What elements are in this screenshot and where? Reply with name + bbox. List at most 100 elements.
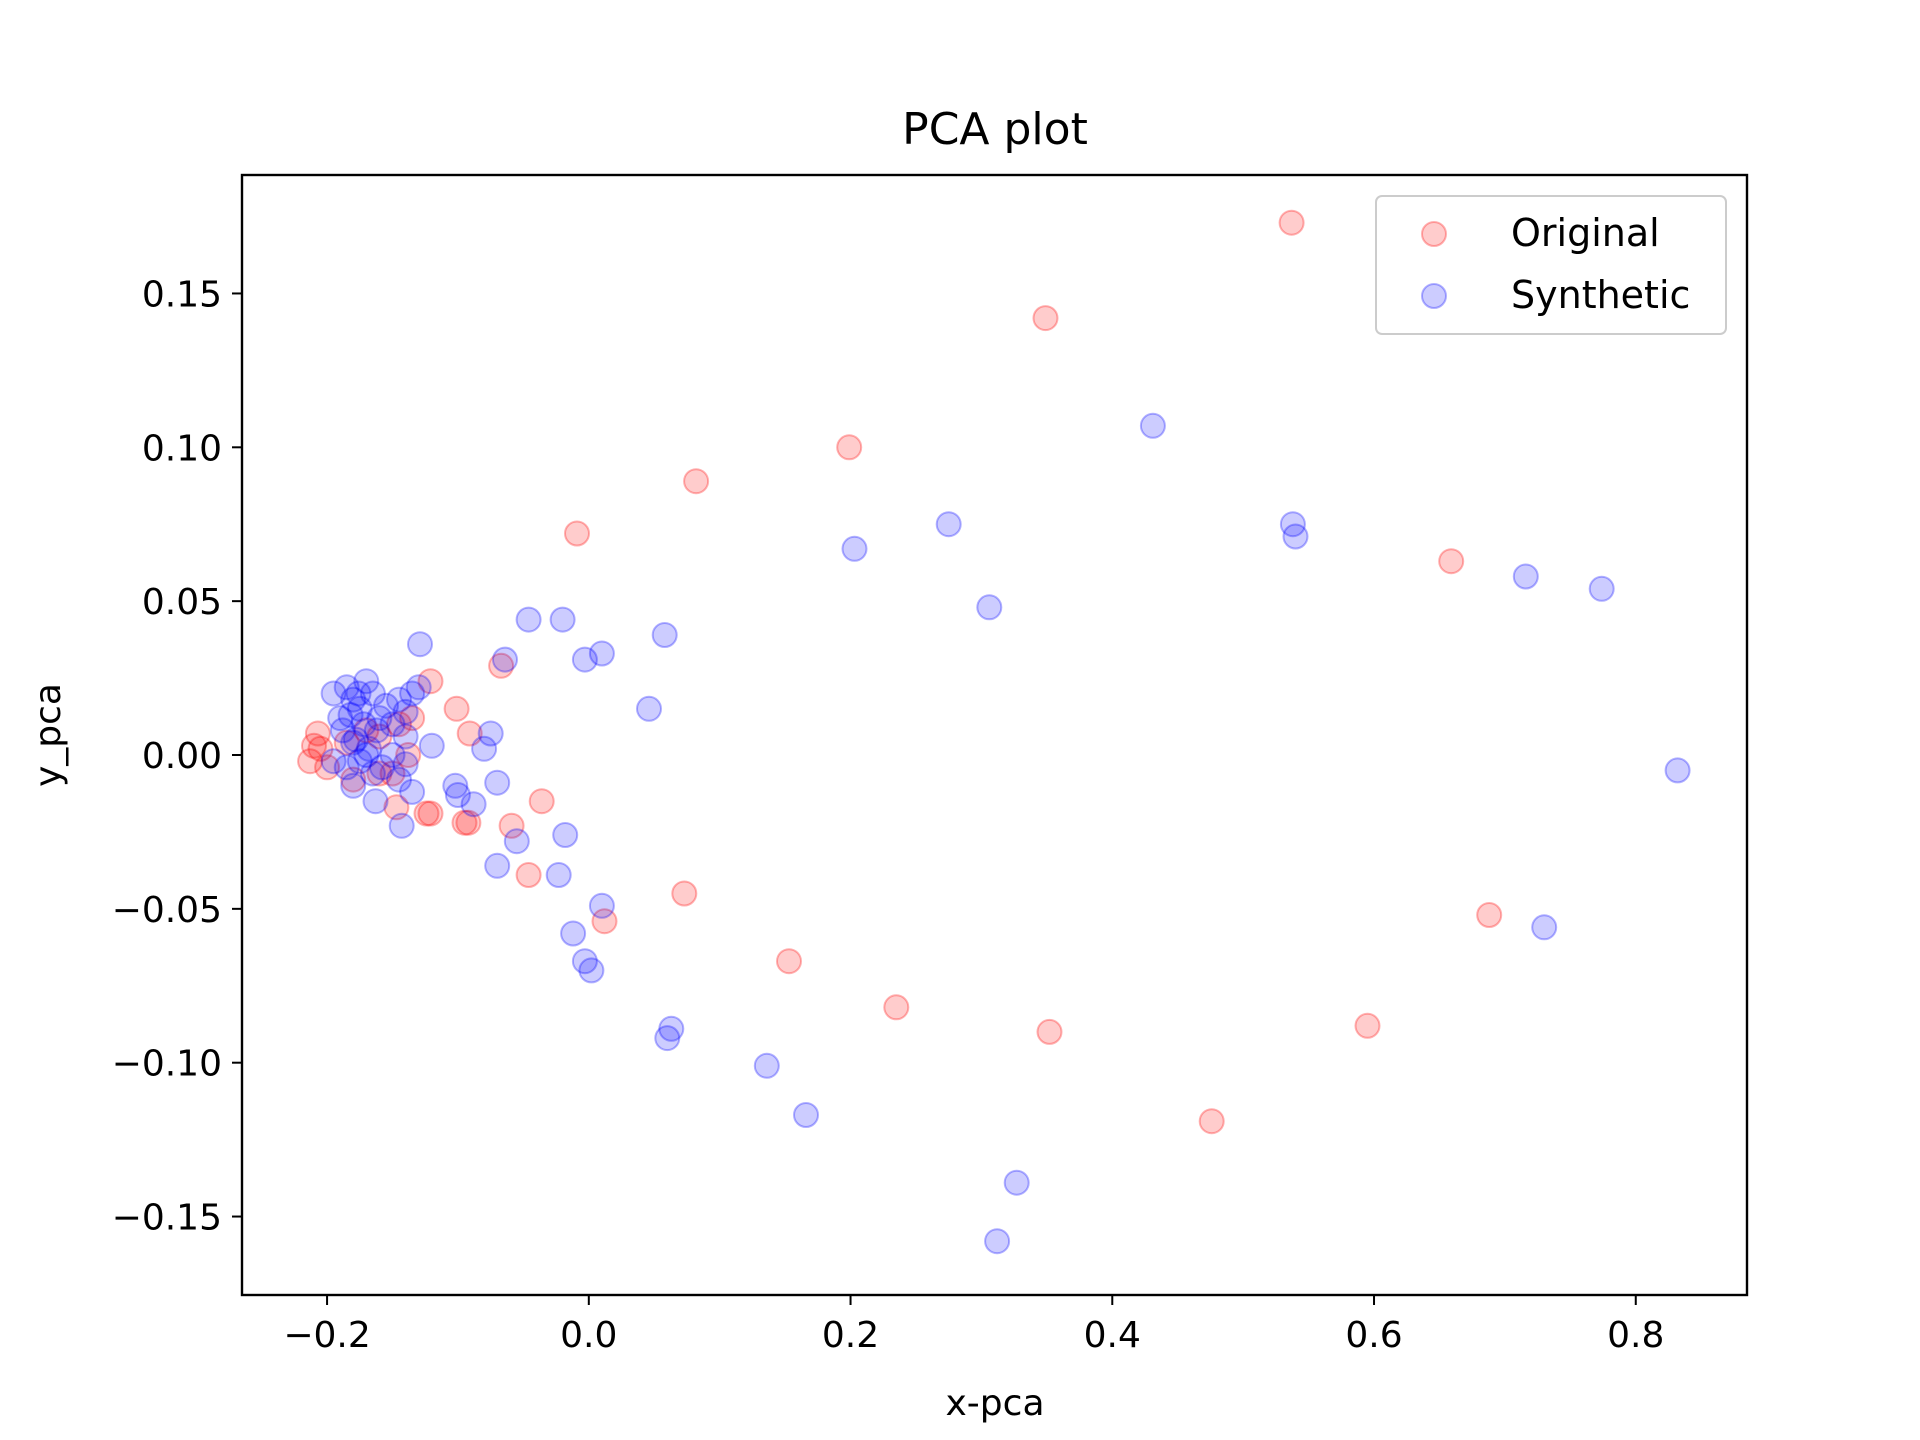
point-synthetic-40 [1531, 914, 1558, 941]
point-synthetic-64 [359, 760, 386, 787]
point-synthetic-49 [329, 717, 356, 744]
point-original-23 [455, 809, 482, 836]
point-synthetic-15 [636, 695, 662, 722]
point-synthetic-25 [388, 812, 415, 839]
point-synthetic-0 [1139, 412, 1166, 439]
point-synthetic-61 [392, 723, 419, 750]
point-synthetic-26 [503, 828, 530, 855]
point-synthetic-62 [379, 742, 406, 768]
point-original-0 [1278, 209, 1305, 236]
point-synthetic-57 [386, 686, 412, 713]
point-synthetic-51 [342, 726, 369, 753]
point-synthetic-53 [355, 735, 382, 762]
point-original-21 [417, 800, 444, 827]
y-tick-label-3: 0.00 [142, 736, 222, 777]
legend-label-synthetic: Synthetic [1511, 273, 1690, 317]
point-original-19 [383, 794, 410, 821]
point-synthetic-24 [362, 788, 389, 815]
point-synthetic-71 [392, 751, 419, 778]
point-synthetic-30 [588, 892, 615, 919]
x-tick-label-5: 0.8 [1607, 1315, 1664, 1356]
point-synthetic-35 [654, 1025, 681, 1052]
point-synthetic-10 [651, 622, 678, 648]
point-synthetic-32 [571, 948, 598, 975]
point-synthetic-19 [484, 769, 511, 796]
point-synthetic-17 [471, 735, 498, 762]
point-original-13 [297, 748, 324, 775]
point-synthetic-4 [1282, 523, 1309, 550]
point-original-18 [395, 742, 422, 768]
x-tick-label-3: 0.4 [1084, 1315, 1141, 1356]
point-original-30 [883, 994, 910, 1021]
legend-label-original: Original [1511, 211, 1660, 255]
point-synthetic-14 [407, 631, 433, 658]
point-synthetic-20 [442, 772, 469, 799]
point-original-37 [333, 729, 360, 756]
point-original-29 [776, 948, 802, 975]
point-original-20 [413, 800, 440, 827]
point-original-24 [498, 812, 525, 839]
point-synthetic-9 [549, 606, 576, 633]
point-original-4 [564, 520, 590, 547]
point-synthetic-38 [1003, 1169, 1030, 1196]
point-original-32 [1198, 1108, 1225, 1135]
point-original-5 [1438, 548, 1465, 575]
point-synthetic-72 [345, 680, 372, 707]
point-synthetic-58 [392, 698, 419, 725]
point-synthetic-50 [337, 702, 364, 728]
chart-title: PCA plot [902, 104, 1088, 155]
point-original-3 [683, 468, 710, 495]
point-synthetic-8 [515, 606, 542, 633]
point-synthetic-74 [363, 717, 390, 744]
point-original-17 [379, 760, 406, 787]
point-synthetic-13 [492, 646, 518, 673]
point-synthetic-16 [477, 720, 504, 747]
point-synthetic-67 [340, 772, 367, 799]
legend: Original Synthetic [1375, 195, 1727, 335]
point-synthetic-66 [333, 754, 360, 781]
point-original-27 [591, 908, 618, 935]
point-synthetic-27 [552, 822, 579, 848]
point-original-33 [1354, 1012, 1381, 1039]
point-synthetic-21 [444, 782, 471, 808]
legend-marker-synthetic [1421, 283, 1447, 309]
point-original-28 [671, 880, 698, 907]
point-synthetic-6 [1588, 575, 1615, 602]
y-tick-label-5: 0.10 [142, 428, 222, 469]
point-synthetic-7 [976, 594, 1003, 621]
point-synthetic-73 [340, 729, 367, 756]
points-layer [297, 209, 1691, 1255]
point-synthetic-31 [560, 920, 587, 947]
point-original-35 [366, 723, 393, 750]
point-original-6 [488, 652, 515, 679]
point-original-8 [443, 695, 470, 722]
legend-frame [1375, 195, 1727, 335]
point-synthetic-22 [460, 791, 487, 818]
point-synthetic-2 [841, 535, 868, 562]
point-synthetic-69 [353, 742, 380, 768]
point-synthetic-43 [333, 674, 360, 701]
point-synthetic-44 [340, 686, 367, 713]
point-synthetic-28 [484, 852, 511, 879]
point-synthetic-55 [373, 692, 399, 719]
point-synthetic-42 [320, 680, 347, 707]
y-tick-label-6: 0.15 [142, 274, 222, 315]
plot-frame [240, 173, 1749, 1297]
point-synthetic-37 [793, 1102, 819, 1128]
point-original-15 [340, 766, 367, 793]
point-original-9 [456, 720, 483, 747]
point-synthetic-65 [346, 748, 373, 775]
point-synthetic-36 [753, 1052, 780, 1079]
point-original-31 [1036, 1018, 1063, 1045]
point-original-16 [366, 760, 393, 787]
y-tick-label-2: −0.05 [112, 890, 222, 931]
y-tick-label-1: −0.10 [112, 1044, 222, 1085]
point-synthetic-60 [405, 674, 432, 701]
point-synthetic-11 [588, 640, 615, 667]
point-synthetic-18 [418, 732, 445, 759]
x-tick-label-4: 0.6 [1345, 1315, 1402, 1356]
point-synthetic-29 [545, 862, 572, 888]
point-original-10 [304, 720, 331, 747]
y-axis-ticks: −0.15 −0.10 −0.05 0.00 0.05 0.10 0.15 [112, 274, 242, 1239]
point-synthetic-39 [984, 1228, 1011, 1255]
